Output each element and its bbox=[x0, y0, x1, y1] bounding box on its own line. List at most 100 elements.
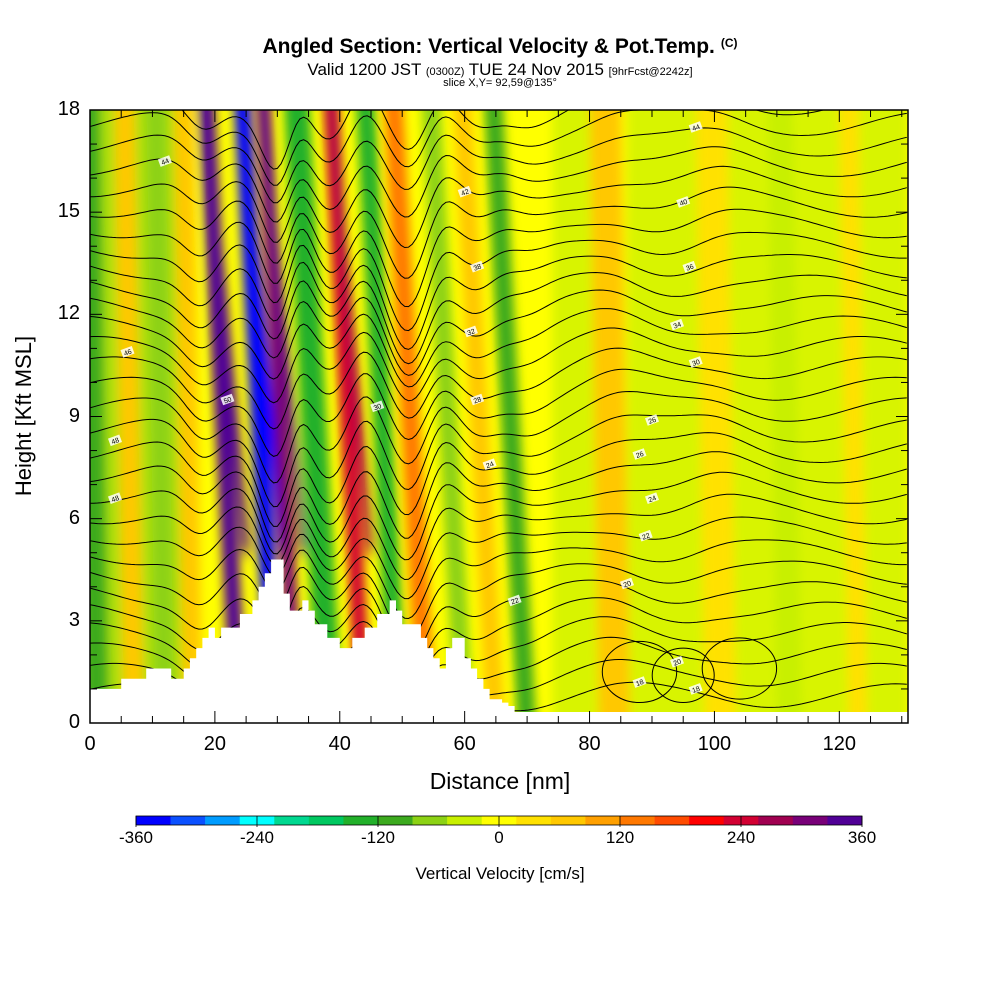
valid-time: Valid 1200 JST bbox=[307, 60, 422, 79]
isentrope-label-text: 36 bbox=[685, 263, 695, 272]
colorbar-segment bbox=[516, 816, 552, 825]
isentrope-label: 20 bbox=[619, 577, 635, 589]
isentrope-label: 48 bbox=[107, 492, 123, 504]
isentrope-label-text: 40 bbox=[679, 199, 689, 208]
colorbar-segment bbox=[689, 816, 725, 825]
isentrope-line bbox=[90, 254, 907, 350]
colorbar-segment bbox=[758, 816, 794, 825]
colorbar-segment bbox=[620, 816, 655, 825]
colorbar-tick-label: -240 bbox=[239, 828, 275, 847]
isentrope-label-text: 38 bbox=[473, 263, 483, 272]
isentrope-line bbox=[90, 471, 907, 561]
x-tick-label: 120 bbox=[822, 733, 856, 755]
colorbar-segment bbox=[447, 816, 483, 825]
isentrope-label-text: 46 bbox=[123, 349, 133, 358]
colorbar-segment bbox=[792, 816, 828, 825]
isentrope-line bbox=[90, 127, 907, 204]
isentrope-label: 24 bbox=[644, 492, 660, 504]
valid-date: TUE 24 Nov 2015 bbox=[468, 60, 604, 79]
isentrope-label-text: 22 bbox=[510, 597, 520, 606]
isentrope-label: 40 bbox=[676, 196, 691, 208]
velocity-band bbox=[90, 110, 109, 712]
isentrope-line bbox=[90, 165, 907, 249]
x-tick-label: 100 bbox=[697, 733, 732, 755]
colorbar-segment bbox=[170, 816, 206, 825]
isentrope-line bbox=[90, 539, 907, 620]
colorbar-tick-label: -120 bbox=[360, 828, 396, 847]
velocity-band bbox=[115, 110, 143, 712]
velocity-band bbox=[174, 110, 203, 712]
isentrope-label-text: 30 bbox=[691, 359, 701, 368]
colorbar-tick-label: -360 bbox=[118, 828, 154, 847]
isentrope-label: 22 bbox=[638, 529, 653, 542]
colorbar-tick-label: 360 bbox=[847, 828, 877, 847]
isentrope-line bbox=[90, 186, 907, 279]
isentrope-label: 44 bbox=[157, 155, 172, 167]
colorbar-segment bbox=[827, 816, 863, 825]
isentrope-label-text: 34 bbox=[673, 321, 683, 330]
x-tick-label: 20 bbox=[203, 733, 226, 755]
isentrope-label: 38 bbox=[470, 260, 485, 273]
colorbar-segment bbox=[274, 816, 310, 825]
isentrope-label-text: 28 bbox=[473, 396, 483, 405]
isentrope-label-text: 32 bbox=[467, 328, 477, 337]
isentrope-label: 30 bbox=[370, 400, 385, 412]
isentrope-label: 24 bbox=[482, 458, 497, 470]
colorbar-segment bbox=[412, 816, 448, 825]
isentrope-label-text: 50 bbox=[223, 396, 233, 405]
isentrope-label: 32 bbox=[463, 325, 478, 337]
colorbar-segment bbox=[550, 816, 586, 825]
velocity-band bbox=[453, 110, 505, 712]
isentrope-label: 44 bbox=[688, 121, 703, 133]
colorbar-label: Vertical Velocity [cm/s] bbox=[415, 864, 585, 883]
isentrope-label-text: 30 bbox=[373, 403, 383, 412]
colorbar-segment bbox=[585, 816, 621, 825]
velocity-band bbox=[198, 110, 247, 712]
colorbar-segment bbox=[308, 816, 344, 825]
x-tick-label: 0 bbox=[84, 733, 96, 755]
isentrope-line bbox=[90, 432, 907, 527]
isentrope-label-text: 22 bbox=[641, 532, 651, 541]
colorbar-segment bbox=[654, 816, 690, 825]
isentrope-label-text: 26 bbox=[648, 417, 658, 426]
velocity-band bbox=[284, 110, 342, 712]
isentrope-line bbox=[90, 289, 907, 376]
y-tick-label: 15 bbox=[57, 200, 80, 223]
colorbar-tick-label: 0 bbox=[494, 828, 504, 847]
y-tick-label: 9 bbox=[68, 404, 80, 427]
velocity-band bbox=[839, 110, 868, 712]
velocity-band bbox=[257, 110, 304, 712]
velocity-band bbox=[484, 110, 536, 712]
isentrope-closed bbox=[651, 647, 715, 704]
isentrope-label: 42 bbox=[457, 185, 472, 198]
potential-temperature-contours bbox=[90, 110, 907, 712]
isentrope-label-text: 18 bbox=[635, 679, 645, 688]
isentrope-line bbox=[90, 414, 907, 508]
chart-title-main: Angled Section: Vertical Velocity & Pot.… bbox=[0, 35, 1000, 59]
isentrope-line bbox=[90, 516, 907, 600]
isentrope-line bbox=[90, 146, 907, 223]
isentrope-label-text: 48 bbox=[111, 437, 121, 446]
isentrope-label: 34 bbox=[669, 318, 685, 331]
contour-labels: 18 18 20 20 22 22 24 24 26 26 28 30 30 32 34 36 38 40 42 44… bbox=[107, 121, 703, 695]
isentrope-line bbox=[90, 231, 907, 332]
velocity-band bbox=[356, 110, 408, 712]
velocity-band bbox=[323, 110, 372, 712]
y-tick-label: 6 bbox=[68, 506, 80, 529]
chart-title-unit: (C) bbox=[720, 36, 738, 50]
isentrope-line bbox=[90, 308, 907, 388]
isentrope-label-text: 18 bbox=[691, 686, 701, 695]
isentrope-label: 30 bbox=[688, 356, 703, 368]
isentrope-line bbox=[90, 208, 907, 308]
velocity-band bbox=[384, 110, 436, 712]
isentrope-label: 46 bbox=[120, 345, 135, 358]
colorbar-segment bbox=[136, 816, 171, 825]
isentrope-label-text: 20 bbox=[673, 658, 683, 667]
y-tick-label: 0 bbox=[68, 711, 80, 733]
isentrope-label-text: 42 bbox=[460, 188, 470, 197]
isentrope-label-text: 20 bbox=[623, 580, 633, 589]
x-axis-label: Distance [nm] bbox=[429, 768, 571, 794]
isentrope-line bbox=[90, 579, 907, 660]
isentrope-line bbox=[181, 110, 826, 170]
isentrope-closed bbox=[701, 637, 778, 700]
